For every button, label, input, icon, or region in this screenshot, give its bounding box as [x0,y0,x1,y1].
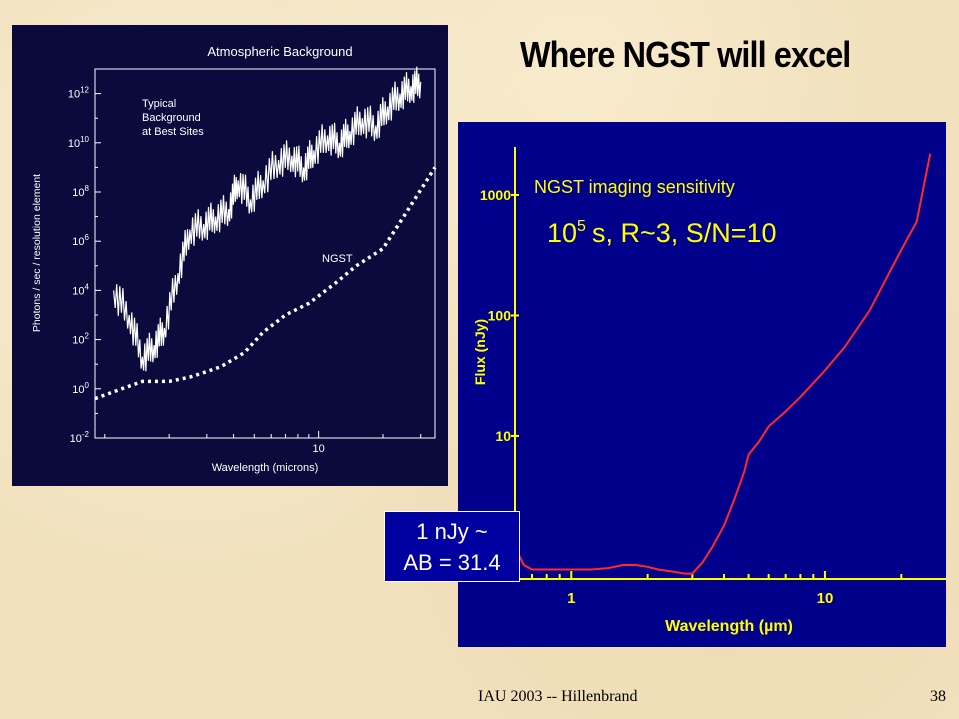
left-x-ticks: 10 [104,431,422,455]
left-y-tick-label: 1010 [68,135,90,150]
right-y-axis-label: Flux (nJy) [472,319,488,385]
left-y-tick-label: 102 [72,332,89,347]
subtitle-exponent: 5 [577,218,586,235]
left-y-tick-label: 106 [72,233,89,248]
right-axis-ticks: 1000 100 10 1 10 [480,187,903,607]
left-plot-frame [94,68,436,439]
left-y-tick-label: 108 [72,184,89,199]
annotation-line-2: Background [142,112,201,124]
ngst-sensitivity-chart: 1000 100 10 1 10 NGST imaging sensitivity 10… [458,122,946,647]
left-x-axis-label: Wavelength (microns) [212,462,319,474]
right-y-tick-label: 1000 [480,187,511,203]
right-y-tick-label: 100 [488,307,512,323]
callout-line-2: AB = 31.4 [403,550,501,575]
left-chart-title: Atmospheric Background [207,44,352,59]
left-y-ticks: 1012 1010 108 106 104 102 100 10-2 [68,86,101,445]
left-y-tick-label: 104 [72,282,89,297]
nJy-callout-box: 1 nJy ~ AB = 31.4 [384,511,520,582]
page-number: 38 [930,688,946,705]
sensitivity-chart-svg: 1000 100 10 1 10 NGST imaging sensitivity 10… [472,147,946,635]
right-x-axis-label: Wavelength (µm) [665,618,793,635]
slide-title: Where NGST will excel [520,34,851,75]
right-chart-title: NGST imaging sensitivity [534,177,735,197]
left-x-tick-label: 10 [313,443,325,455]
subtitle-base: 10 [547,218,577,248]
left-y-tick-label: 10-2 [70,430,90,445]
annotation-line-1: Typical [142,98,176,110]
ngst-series-line [94,166,437,401]
right-x-tick-label: 10 [817,590,834,607]
callout-line-1: 1 nJy ~ [416,519,488,544]
ngst-label: NGST [322,253,353,265]
left-y-tick-label: 1012 [68,86,90,101]
subtitle-rest: s, R~3, S/N=10 [592,218,777,248]
annotation-line-3: at Best Sites [142,126,204,138]
atmospheric-chart-svg: Atmospheric Background 1012 1010 108 106 104… [31,44,437,474]
right-x-tick-label: 1 [567,590,575,607]
left-y-axis-label: Photons / sec / resolution element [31,174,43,332]
right-chart-subtitle: 105 s, R~3, S/N=10 [547,218,777,248]
left-y-tick-label: 100 [72,381,89,396]
atmospheric-background-chart: Atmospheric Background 1012 1010 108 106 104… [12,25,448,486]
right-y-tick-label: 10 [495,428,511,444]
background-series-line [113,66,422,372]
footer-credit: IAU 2003 -- Hillenbrand [478,688,638,705]
sensitivity-series-line [514,153,932,575]
